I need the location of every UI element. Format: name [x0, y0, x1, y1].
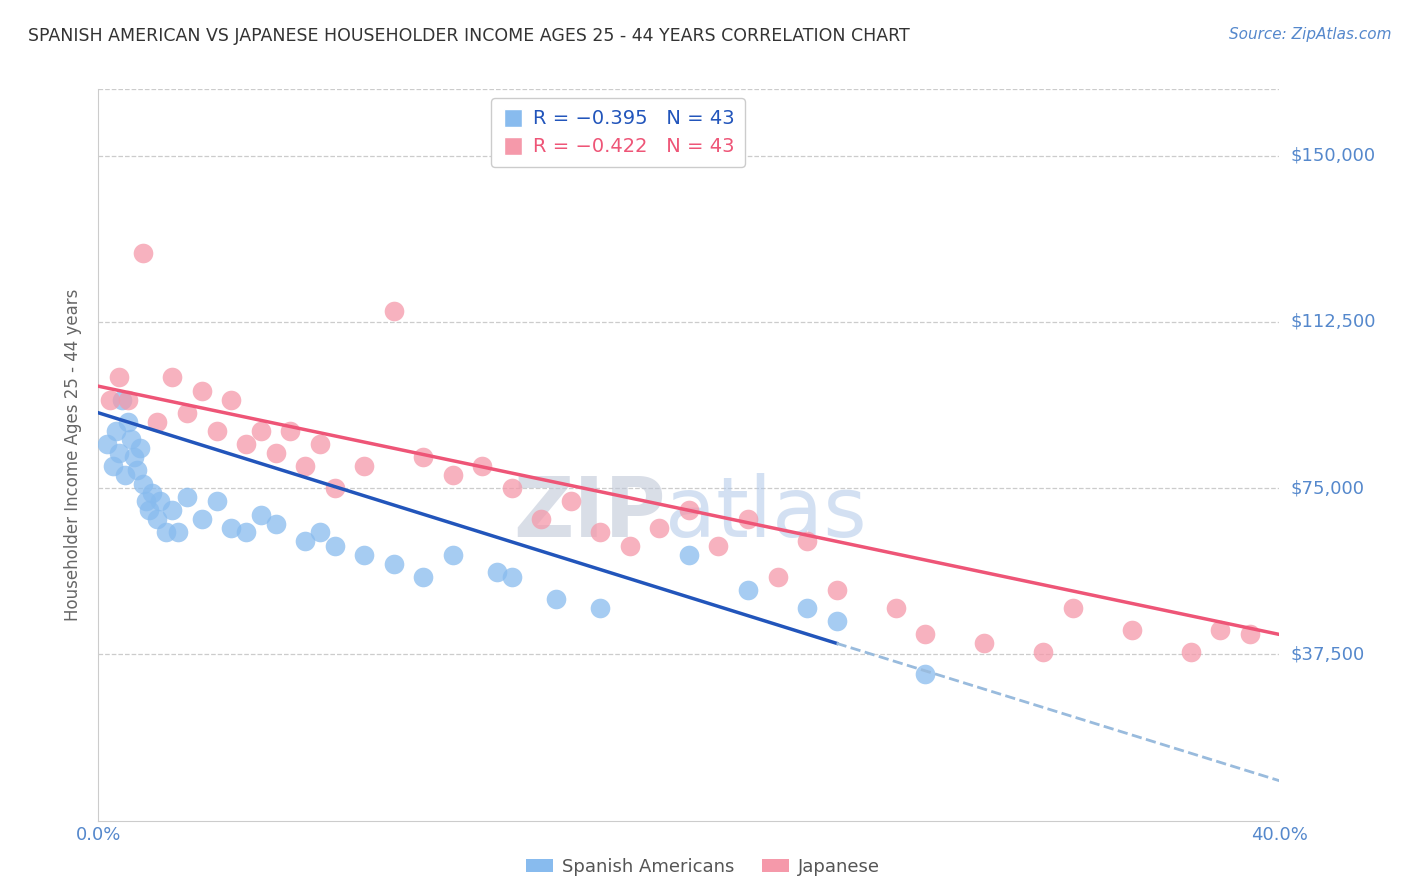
- Point: [412, 450, 434, 464]
- Point: [766, 570, 789, 584]
- Point: [235, 437, 257, 451]
- Point: [737, 583, 759, 598]
- Point: [105, 424, 128, 438]
- Point: [108, 370, 131, 384]
- Point: [1032, 645, 1054, 659]
- Point: [205, 494, 228, 508]
- Text: Source: ZipAtlas.com: Source: ZipAtlas.com: [1229, 27, 1392, 42]
- Point: [114, 467, 136, 482]
- Point: [141, 485, 163, 500]
- Point: [98, 392, 121, 407]
- Point: [678, 548, 700, 562]
- Point: [96, 437, 118, 451]
- Point: [278, 424, 302, 438]
- Point: [117, 415, 139, 429]
- Point: [530, 512, 553, 526]
- Point: [167, 525, 190, 540]
- Point: [382, 557, 405, 571]
- Point: [155, 525, 177, 540]
- Point: [176, 406, 198, 420]
- Point: [707, 539, 730, 553]
- Point: [235, 525, 257, 540]
- Point: [825, 614, 848, 628]
- Point: [323, 539, 346, 553]
- Point: [138, 503, 160, 517]
- Text: ZIP: ZIP: [513, 473, 665, 554]
- Point: [796, 534, 818, 549]
- Point: [501, 570, 523, 584]
- Point: [353, 548, 375, 562]
- Point: [146, 415, 169, 429]
- Point: [191, 384, 214, 398]
- Legend: R = −0.395   N = 43, R = −0.422   N = 43: R = −0.395 N = 43, R = −0.422 N = 43: [491, 98, 745, 167]
- Point: [501, 481, 523, 495]
- Point: [796, 600, 818, 615]
- Point: [486, 566, 509, 580]
- Point: [294, 458, 316, 473]
- Point: [825, 583, 848, 598]
- Point: [264, 446, 287, 460]
- Point: [382, 303, 405, 318]
- Point: [205, 424, 228, 438]
- Point: [117, 392, 139, 407]
- Y-axis label: Householder Income Ages 25 - 44 years: Householder Income Ages 25 - 44 years: [65, 289, 83, 621]
- Point: [191, 512, 214, 526]
- Point: [219, 392, 243, 407]
- Point: [146, 512, 169, 526]
- Point: [162, 370, 183, 384]
- Point: [108, 446, 131, 460]
- Point: [250, 508, 273, 522]
- Point: [162, 503, 183, 517]
- Point: [678, 503, 700, 517]
- Point: [264, 516, 287, 531]
- Point: [737, 512, 759, 526]
- Point: [560, 494, 582, 508]
- Point: [294, 534, 316, 549]
- Point: [120, 433, 142, 447]
- Point: [132, 476, 155, 491]
- Point: [309, 525, 332, 540]
- Point: [1180, 645, 1202, 659]
- Point: [973, 636, 995, 650]
- Point: [353, 458, 375, 473]
- Point: [103, 458, 125, 473]
- Point: [884, 600, 907, 615]
- Point: [1209, 623, 1232, 637]
- Point: [125, 463, 148, 477]
- Point: [589, 525, 612, 540]
- Point: [309, 437, 332, 451]
- Point: [323, 481, 346, 495]
- Point: [412, 570, 434, 584]
- Text: $112,500: $112,500: [1291, 313, 1376, 331]
- Point: [250, 424, 273, 438]
- Point: [122, 450, 145, 464]
- Point: [132, 246, 155, 260]
- Point: [149, 494, 172, 508]
- Point: [619, 539, 641, 553]
- Text: $150,000: $150,000: [1291, 146, 1375, 165]
- Point: [589, 600, 612, 615]
- Point: [128, 442, 150, 456]
- Point: [441, 467, 464, 482]
- Legend: Spanish Americans, Japanese: Spanish Americans, Japanese: [519, 851, 887, 883]
- Text: SPANISH AMERICAN VS JAPANESE HOUSEHOLDER INCOME AGES 25 - 44 YEARS CORRELATION C: SPANISH AMERICAN VS JAPANESE HOUSEHOLDER…: [28, 27, 910, 45]
- Point: [546, 592, 568, 607]
- Point: [135, 494, 157, 508]
- Point: [1121, 623, 1143, 637]
- Point: [441, 548, 464, 562]
- Point: [176, 490, 198, 504]
- Point: [914, 627, 936, 641]
- Point: [648, 521, 671, 535]
- Text: $37,500: $37,500: [1291, 646, 1365, 664]
- Text: $75,000: $75,000: [1291, 479, 1365, 497]
- Point: [1062, 600, 1084, 615]
- Text: atlas: atlas: [665, 473, 868, 554]
- Point: [914, 667, 936, 681]
- Point: [471, 458, 494, 473]
- Point: [1239, 627, 1261, 641]
- Point: [219, 521, 243, 535]
- Point: [111, 392, 134, 407]
